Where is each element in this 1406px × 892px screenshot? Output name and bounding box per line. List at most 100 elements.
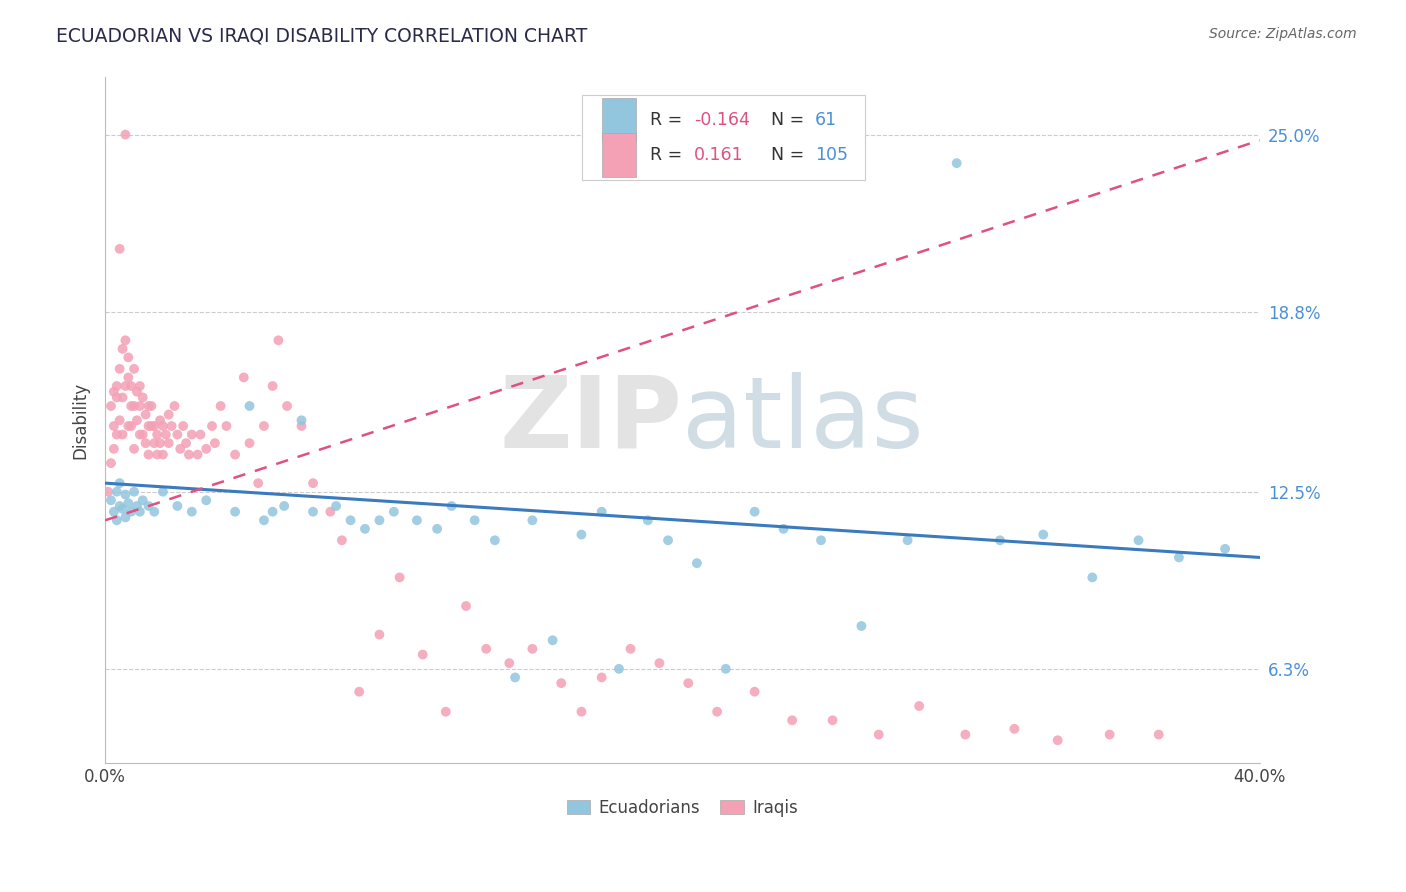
Point: [143, 419, 166, 434]
Point: [637, 513, 659, 527]
Point: [454, 599, 477, 613]
Point: [262, 505, 284, 519]
Point: [155, 427, 177, 442]
Point: [503, 670, 526, 684]
Point: [105, 484, 128, 499]
Point: [1147, 727, 1170, 741]
Point: [262, 379, 284, 393]
Point: [772, 522, 794, 536]
Point: [744, 505, 766, 519]
Point: [111, 427, 134, 442]
Point: [908, 698, 931, 713]
Point: [224, 505, 246, 519]
Point: [302, 505, 325, 519]
Point: [204, 436, 226, 450]
Point: [111, 501, 134, 516]
Point: [273, 499, 295, 513]
Point: [152, 448, 174, 462]
Point: [238, 399, 260, 413]
Point: [135, 436, 157, 450]
Point: [522, 641, 544, 656]
Point: [174, 436, 197, 450]
Point: [122, 362, 145, 376]
Point: [209, 399, 232, 413]
Point: [591, 670, 613, 684]
Point: [160, 419, 183, 434]
Point: [1081, 570, 1104, 584]
Point: [484, 533, 506, 548]
Point: [117, 351, 139, 365]
Point: [105, 513, 128, 527]
Point: [209, 13, 232, 28]
Point: [138, 448, 160, 462]
Point: [114, 128, 136, 142]
Point: [114, 510, 136, 524]
Point: [571, 527, 593, 541]
Point: [146, 448, 169, 462]
Point: [100, 456, 122, 470]
Point: [276, 399, 298, 413]
Point: [1128, 533, 1150, 548]
Point: [157, 408, 180, 422]
Point: [114, 379, 136, 393]
Point: [780, 713, 803, 727]
Point: [571, 705, 593, 719]
Point: [117, 419, 139, 434]
Point: [354, 522, 377, 536]
Point: [114, 487, 136, 501]
Text: 105: 105: [815, 145, 848, 164]
Point: [678, 676, 700, 690]
Point: [105, 391, 128, 405]
Point: [657, 533, 679, 548]
Text: N =: N =: [772, 145, 810, 164]
Point: [426, 522, 449, 536]
Point: [706, 705, 728, 719]
Point: [108, 413, 131, 427]
Point: [105, 379, 128, 393]
Point: [302, 476, 325, 491]
FancyBboxPatch shape: [602, 98, 637, 143]
Point: [253, 513, 276, 527]
Point: [988, 533, 1011, 548]
Point: [149, 413, 172, 427]
FancyBboxPatch shape: [582, 95, 865, 180]
Point: [152, 419, 174, 434]
Point: [247, 476, 270, 491]
Point: [464, 513, 486, 527]
Point: [347, 684, 370, 698]
Point: [619, 641, 641, 656]
Point: [215, 419, 238, 434]
Point: [122, 484, 145, 499]
Point: [1213, 541, 1236, 556]
Point: [1032, 527, 1054, 541]
Point: [138, 399, 160, 413]
Point: [382, 505, 405, 519]
Point: [166, 427, 188, 442]
Point: [157, 436, 180, 450]
Point: [125, 413, 148, 427]
Point: [290, 413, 312, 427]
Point: [103, 442, 125, 456]
Point: [128, 427, 150, 442]
Point: [117, 370, 139, 384]
Point: [810, 533, 832, 548]
Point: [591, 505, 613, 519]
Point: [138, 499, 160, 513]
Point: [330, 533, 353, 548]
Text: R =: R =: [650, 145, 693, 164]
Point: [146, 427, 169, 442]
Point: [125, 499, 148, 513]
Point: [744, 684, 766, 698]
Point: [149, 436, 172, 450]
Point: [97, 484, 120, 499]
Point: [187, 448, 209, 462]
Legend: Ecuadorians, Iraqis: Ecuadorians, Iraqis: [561, 792, 804, 823]
Point: [1167, 550, 1189, 565]
Point: [138, 419, 160, 434]
Point: [103, 505, 125, 519]
Point: [122, 442, 145, 456]
Point: [325, 499, 347, 513]
Point: [955, 727, 977, 741]
Text: Source: ZipAtlas.com: Source: ZipAtlas.com: [1209, 27, 1357, 41]
Point: [108, 499, 131, 513]
